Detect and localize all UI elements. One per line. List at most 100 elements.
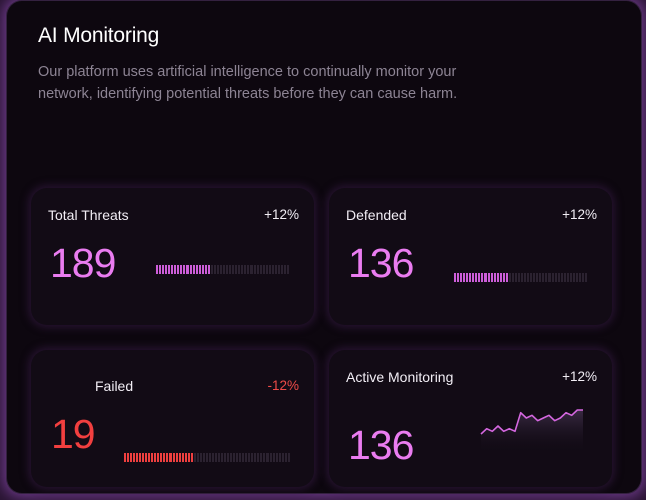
progress-segment bbox=[198, 265, 201, 274]
active-monitoring-card: Active Monitoring +12% 136 bbox=[329, 350, 612, 487]
progress-bar bbox=[454, 273, 588, 282]
progress-segment bbox=[136, 453, 139, 462]
progress-segment bbox=[527, 273, 530, 282]
progress-segment bbox=[175, 453, 178, 462]
progress-segment bbox=[183, 265, 186, 274]
progress-segment bbox=[154, 453, 157, 462]
ai-monitoring-panel: AI Monitoring Our platform uses artifici… bbox=[6, 0, 642, 494]
progress-segment bbox=[539, 273, 542, 282]
card-change: +12% bbox=[264, 207, 299, 222]
progress-segment bbox=[277, 265, 280, 274]
progress-segment bbox=[178, 453, 181, 462]
progress-segment bbox=[156, 265, 159, 274]
progress-segment bbox=[214, 453, 217, 462]
progress-segment bbox=[287, 453, 290, 462]
progress-segment bbox=[160, 453, 163, 462]
progress-segment bbox=[171, 265, 174, 274]
progress-segment bbox=[505, 273, 508, 282]
progress-segment bbox=[130, 453, 133, 462]
progress-segment bbox=[172, 453, 175, 462]
progress-segment bbox=[551, 273, 554, 282]
progress-segment bbox=[572, 273, 575, 282]
progress-segment bbox=[533, 273, 536, 282]
progress-segment bbox=[283, 265, 287, 274]
progress-segment bbox=[181, 453, 184, 462]
progress-segment bbox=[216, 265, 219, 274]
progress-segment bbox=[208, 453, 211, 462]
progress-segment bbox=[244, 265, 247, 274]
failed-card: Failed -12% 19 bbox=[31, 350, 314, 487]
progress-segment bbox=[192, 265, 195, 274]
progress-segment bbox=[236, 453, 239, 462]
progress-segment bbox=[227, 453, 230, 462]
progress-segment bbox=[142, 453, 145, 462]
progress-segment bbox=[204, 265, 207, 274]
progress-segment bbox=[248, 453, 251, 462]
progress-segment bbox=[517, 273, 521, 282]
progress-segment bbox=[281, 453, 284, 462]
progress-segment bbox=[493, 273, 496, 282]
progress-segment bbox=[274, 265, 277, 274]
progress-segment bbox=[554, 273, 557, 282]
card-change: +12% bbox=[562, 207, 597, 222]
progress-segment bbox=[496, 273, 499, 282]
progress-segment bbox=[184, 453, 187, 462]
progress-segment bbox=[460, 273, 463, 282]
progress-segment bbox=[157, 453, 160, 462]
card-value: 136 bbox=[348, 422, 414, 468]
sparkline-line bbox=[480, 409, 583, 435]
progress-segment bbox=[560, 273, 563, 282]
panel-title: AI Monitoring bbox=[38, 24, 160, 47]
progress-segment bbox=[256, 265, 259, 274]
progress-segment bbox=[232, 265, 235, 274]
progress-segment bbox=[271, 265, 274, 274]
progress-segment bbox=[259, 265, 262, 274]
progress-segment bbox=[521, 273, 524, 282]
card-label: Defended bbox=[346, 207, 407, 223]
progress-segment bbox=[569, 273, 572, 282]
progress-segment bbox=[557, 273, 560, 282]
progress-segment bbox=[239, 453, 242, 462]
progress-segment bbox=[563, 273, 566, 282]
progress-segment bbox=[229, 265, 232, 274]
progress-segment bbox=[280, 265, 283, 274]
progress-segment bbox=[165, 265, 168, 274]
card-value: 189 bbox=[50, 240, 116, 286]
progress-segment bbox=[205, 453, 208, 462]
card-value: 19 bbox=[51, 411, 96, 457]
progress-segment bbox=[284, 453, 287, 462]
progress-segment bbox=[213, 265, 216, 274]
progress-segment bbox=[566, 273, 569, 282]
progress-segment bbox=[241, 265, 244, 274]
progress-bar bbox=[124, 453, 290, 462]
progress-segment bbox=[166, 453, 169, 462]
card-change: -12% bbox=[267, 378, 299, 393]
card-label: Total Threats bbox=[48, 207, 129, 223]
progress-segment bbox=[127, 453, 130, 462]
progress-segment bbox=[499, 273, 502, 282]
progress-segment bbox=[275, 453, 278, 462]
progress-segment bbox=[139, 453, 142, 462]
progress-segment bbox=[514, 273, 517, 282]
progress-segment bbox=[219, 265, 223, 274]
progress-segment bbox=[201, 265, 204, 274]
progress-segment bbox=[542, 273, 545, 282]
card-value: 136 bbox=[348, 240, 414, 286]
progress-segment bbox=[217, 453, 220, 462]
progress-segment bbox=[247, 265, 250, 274]
progress-segment bbox=[202, 453, 205, 462]
progress-segment bbox=[268, 265, 271, 274]
progress-segment bbox=[133, 453, 136, 462]
progress-segment bbox=[581, 273, 585, 282]
progress-segment bbox=[210, 265, 213, 274]
progress-segment bbox=[174, 265, 177, 274]
progress-segment bbox=[169, 453, 172, 462]
progress-segment bbox=[502, 273, 505, 282]
progress-segment bbox=[508, 273, 511, 282]
card-label: Failed bbox=[95, 378, 134, 394]
total-threats-card: Total Threats +12% 189 bbox=[31, 188, 314, 325]
defended-card: Defended +12% 136 bbox=[329, 188, 612, 325]
progress-segment bbox=[223, 265, 226, 274]
progress-segment bbox=[536, 273, 539, 282]
progress-segment bbox=[481, 273, 484, 282]
